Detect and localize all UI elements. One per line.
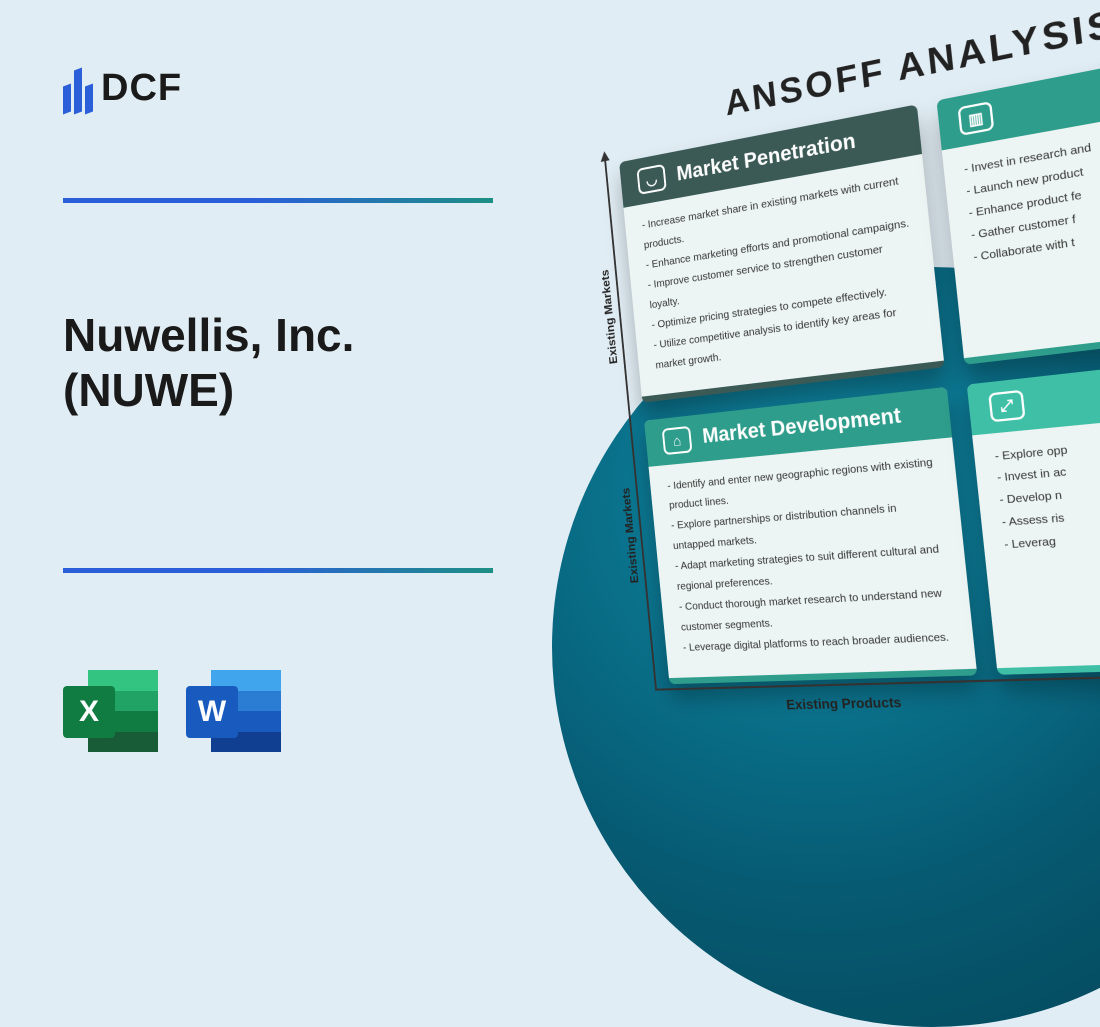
card-diversification: ⤢ Explore opp Invest in ac Develop n Ass… bbox=[967, 342, 1100, 674]
bars-icon: ▥ bbox=[958, 101, 995, 136]
logo-text: DCF bbox=[101, 67, 182, 110]
x-axis-label: Existing Products bbox=[785, 694, 902, 713]
canvas: DCF Nuwellis, Inc. (NUWE) X W ANSOFF ANA… bbox=[8, 8, 1092, 797]
card-market-development: ⌂ Market Development Identify and enter … bbox=[644, 386, 977, 684]
file-icons: X W bbox=[63, 664, 281, 759]
image-icon: ◡ bbox=[636, 164, 666, 195]
card-body: Identify and enter new geographic region… bbox=[648, 437, 976, 678]
word-icon: W bbox=[186, 664, 281, 759]
card-title: Market Development bbox=[701, 404, 902, 449]
brand-logo: DCF bbox=[63, 63, 182, 113]
storefront-icon: ⌂ bbox=[662, 425, 693, 454]
ansoff-board: ANSOFF ANALYSIS Existing Markets Existin… bbox=[594, 0, 1100, 719]
divider-top bbox=[63, 198, 493, 203]
excel-icon: X bbox=[63, 664, 158, 759]
expand-icon: ⤢ bbox=[988, 389, 1025, 422]
logo-bars-icon bbox=[63, 63, 93, 113]
word-letter: W bbox=[186, 686, 238, 738]
card-product-development: ▥ Invest in research and Launch new prod… bbox=[936, 29, 1100, 364]
page-title: Nuwellis, Inc. (NUWE) bbox=[63, 308, 493, 418]
excel-letter: X bbox=[63, 686, 115, 738]
card-market-penetration: ◡ Market Penetration Increase market sha… bbox=[619, 104, 944, 402]
divider-bottom bbox=[63, 568, 493, 573]
